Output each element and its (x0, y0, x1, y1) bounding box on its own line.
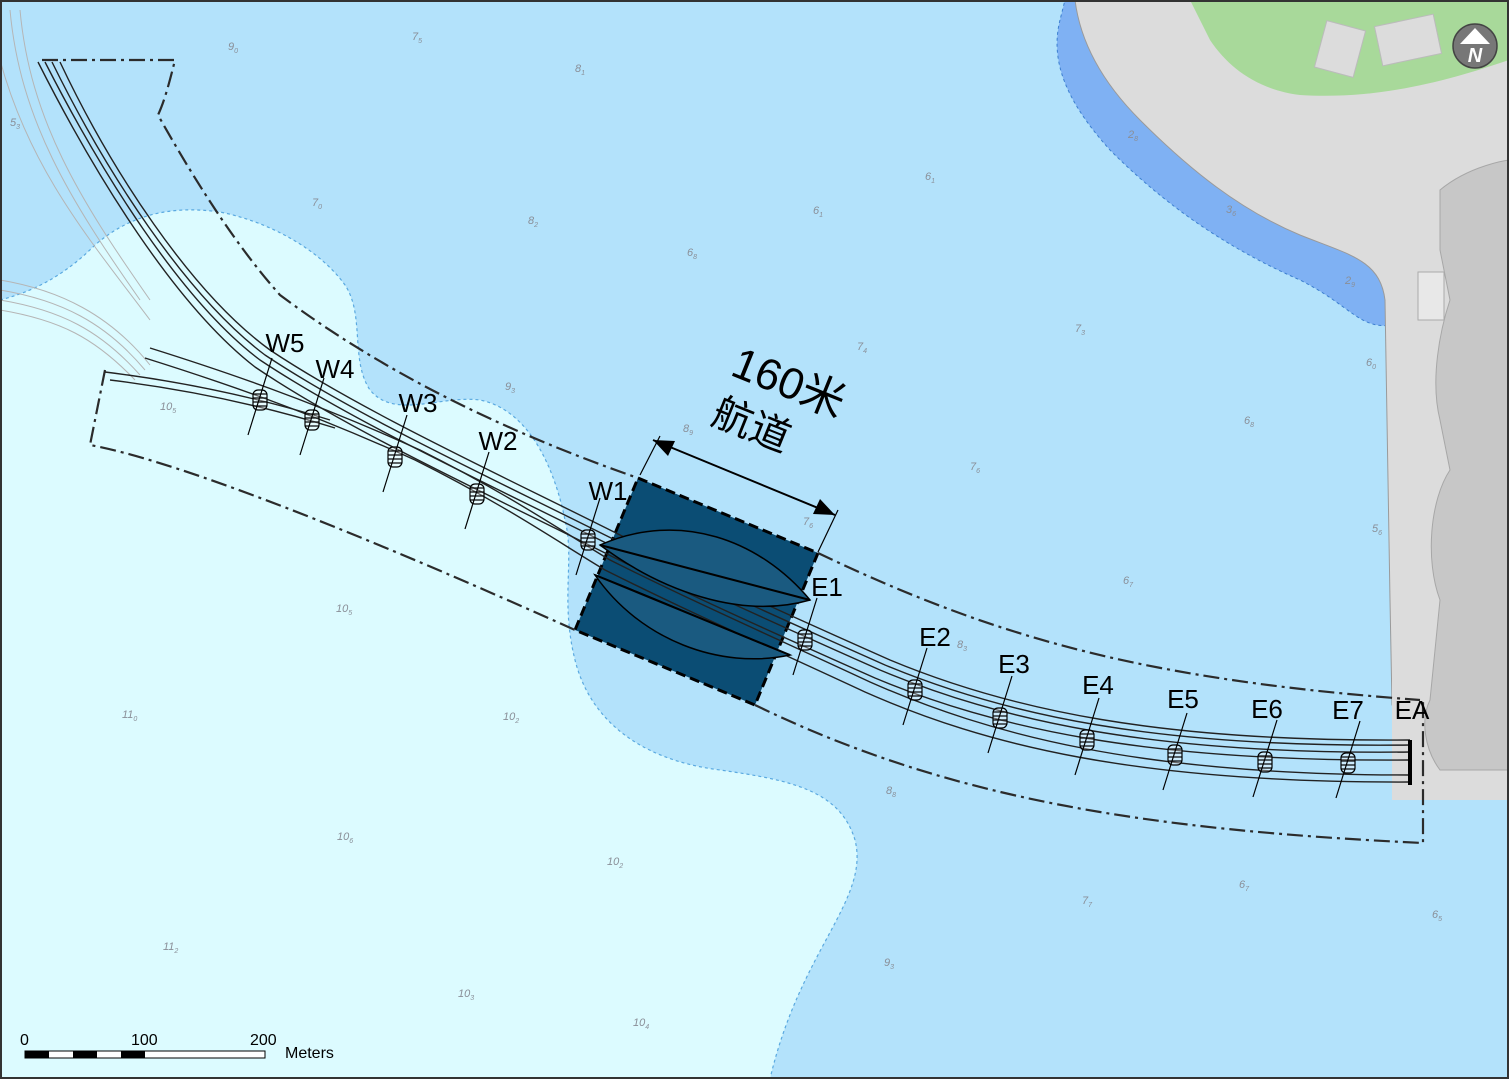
depth-sounding: 65 (1432, 909, 1442, 923)
depth-sounding: 68 (687, 247, 697, 261)
depth-sounding: 67 (1123, 575, 1134, 589)
pier-marker (1252, 719, 1278, 798)
depth-soundings: 90 75 81 53 70 82 68 61 61 28 36 29 73 60 74 68 93 89 76 76… (10, 31, 1442, 1031)
depth-sounding: 82 (528, 215, 538, 229)
pier-label-ea: EA (1395, 695, 1430, 725)
channel-span-structure (592, 529, 812, 660)
depth-sounding: 73 (1075, 323, 1085, 337)
depth-sounding: 105 (160, 401, 176, 415)
pier-marker (987, 675, 1013, 754)
pier-marker (382, 414, 408, 493)
depth-sounding: 110 (122, 709, 137, 723)
depth-sounding: 105 (336, 603, 352, 617)
building (1313, 20, 1367, 78)
depth-sounding: 67 (1239, 879, 1250, 893)
depth-sounding: 93 (884, 957, 894, 971)
shallow-water-area (0, 209, 858, 1079)
pier-label-e7: E7 (1332, 695, 1364, 725)
depth-sounding: 112 (163, 941, 178, 955)
pier-marker (792, 597, 818, 676)
depth-sounding: 89 (683, 423, 693, 437)
pier-marker (299, 377, 325, 456)
pier-marker (575, 497, 601, 576)
pier-label-w4: W4 (316, 354, 355, 384)
terminal-building (1417, 271, 1445, 321)
depth-sounding: 60 (1366, 357, 1376, 371)
existing-road-lines (0, 9, 151, 381)
scale-tick-100: 100 (131, 1032, 158, 1049)
channel-width-dimension (639, 435, 839, 553)
pier-label-e5: E5 (1167, 684, 1199, 714)
depth-sounding: 56 (1372, 523, 1382, 537)
depth-sounding: 83 (957, 639, 967, 653)
pier-marker (464, 451, 490, 530)
pier-label-w2: W2 (479, 426, 518, 456)
depth-sounding: 93 (505, 381, 515, 395)
pier-label-e2: E2 (919, 622, 951, 652)
depth-sounding: 76 (970, 461, 980, 475)
pier-label-e1: E1 (811, 572, 843, 602)
pier-label-w3: W3 (399, 388, 438, 418)
scale-tick-0: 0 (20, 1032, 29, 1049)
pier-labels: W5 W4 W3 W2 W1 E1 E2 E3 E4 E5 E6 E7 EA (266, 328, 1430, 725)
depth-sounding: 53 (10, 117, 20, 131)
pier-markers (247, 357, 1361, 799)
depth-sounding: 88 (886, 785, 896, 799)
depth-sounding: 61 (813, 205, 823, 219)
depth-sounding: 36 (1226, 204, 1236, 218)
pier-label-e6: E6 (1251, 694, 1283, 724)
depth-sounding: 61 (925, 171, 935, 185)
depth-sounding: 28 (1127, 129, 1138, 143)
scale-tick-200: 200 (250, 1032, 277, 1049)
depth-sounding: 102 (503, 711, 519, 725)
depth-sounding: 102 (607, 856, 623, 870)
depth-sounding: 75 (412, 31, 422, 45)
pier-label-w1: W1 (589, 476, 628, 506)
north-arrow-icon: N (1452, 23, 1498, 69)
depth-sounding: 81 (575, 63, 585, 77)
depth-sounding: 106 (337, 831, 353, 845)
depth-sounding: 29 (1344, 275, 1355, 289)
depth-sounding: 74 (857, 341, 867, 355)
works-boundary (42, 58, 1425, 845)
pier-marker (1074, 697, 1100, 776)
pier-marker (247, 357, 273, 436)
pier-label-w5: W5 (266, 328, 305, 358)
depth-sounding: 70 (312, 197, 322, 211)
north-arrow-letter: N (1468, 45, 1483, 67)
depth-sounding: 77 (1082, 895, 1093, 909)
pier-label-e4: E4 (1082, 670, 1114, 700)
depth-sounding: 76 (803, 516, 813, 530)
depth-sounding: 68 (1244, 415, 1254, 429)
pier-label-e3: E3 (998, 649, 1030, 679)
depth-sounding: 104 (633, 1017, 649, 1031)
pier-marker (902, 647, 928, 726)
depth-sounding: 90 (228, 41, 238, 55)
building (1373, 13, 1443, 67)
depth-sounding: 103 (458, 988, 474, 1002)
pier-marker (1335, 720, 1361, 799)
pier-marker (1162, 712, 1188, 791)
bridge-alignment (37, 61, 1411, 783)
scale-bar: 0 100 200 Meters (20, 1032, 334, 1062)
scale-unit: Meters (285, 1045, 334, 1062)
